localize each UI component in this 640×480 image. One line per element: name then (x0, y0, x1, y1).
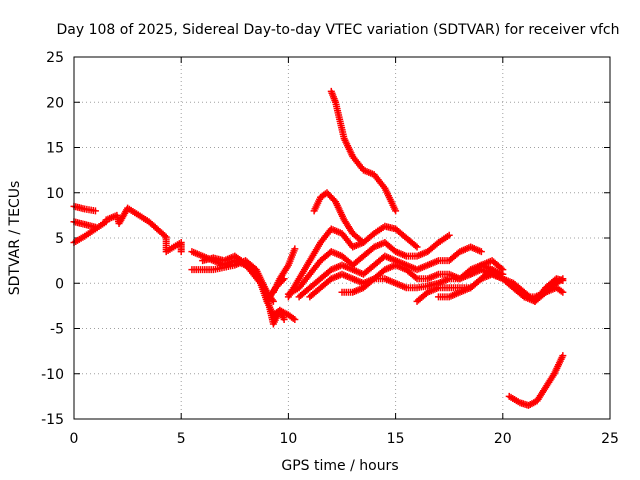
y-tick-label: -5 (50, 322, 64, 338)
x-tick-label: 5 (177, 431, 186, 447)
series-low-arc (505, 352, 567, 409)
y-tick-label: 25 (46, 50, 64, 66)
data-point (280, 275, 288, 283)
data-point (369, 276, 377, 284)
y-tick-label: 5 (55, 231, 64, 247)
data-point (392, 207, 400, 215)
series-wave-2 (284, 231, 453, 298)
plot-frame (73, 56, 611, 420)
y-tick-labels: 25 20 15 10 5 0 -5 -10 -15 (41, 50, 64, 428)
x-axis-label: GPS time / hours (281, 458, 398, 474)
data-point (412, 242, 420, 250)
y-tick-label: 15 (46, 141, 64, 157)
data-point (413, 243, 421, 251)
y-tick-label: -15 (41, 412, 64, 428)
series-rise-b (263, 275, 288, 305)
data-point (559, 277, 567, 285)
data-point (280, 315, 288, 323)
series-scatter-early (102, 204, 185, 256)
x-tick-labels: 0 5 10 15 20 25 (70, 431, 619, 447)
data-point (445, 231, 453, 239)
data-point (291, 315, 299, 323)
series-wave-8 (467, 266, 567, 305)
chart-title: Day 108 of 2025, Sidereal Day-to-day VTE… (56, 22, 619, 38)
series-wave-3 (295, 243, 485, 301)
data-point (91, 207, 99, 215)
data-marks (70, 87, 567, 409)
data-point (477, 248, 485, 256)
series-peak-high (327, 87, 400, 215)
data-point (412, 273, 420, 281)
data-point (161, 232, 169, 240)
y-axis-label: SDTVAR / TECUs (7, 181, 23, 296)
series-track-a (70, 202, 99, 215)
data-point (279, 276, 287, 284)
data-point (291, 245, 299, 253)
y-tick-label: 20 (46, 95, 64, 111)
x-tick-label: 0 (70, 431, 79, 447)
y-tick-label: 10 (46, 186, 64, 202)
series-wave-1 (284, 222, 421, 301)
grid-lines (73, 56, 611, 420)
x-tick-label: 20 (494, 431, 512, 447)
data-point (559, 288, 567, 296)
y-tick-label: -10 (41, 367, 64, 383)
data-point (559, 352, 567, 360)
x-tick-label: 10 (279, 431, 297, 447)
y-tick-label: 0 (55, 276, 64, 292)
x-tick-label: 15 (387, 431, 405, 447)
data-point (177, 248, 185, 256)
x-tick-label: 25 (601, 431, 619, 447)
